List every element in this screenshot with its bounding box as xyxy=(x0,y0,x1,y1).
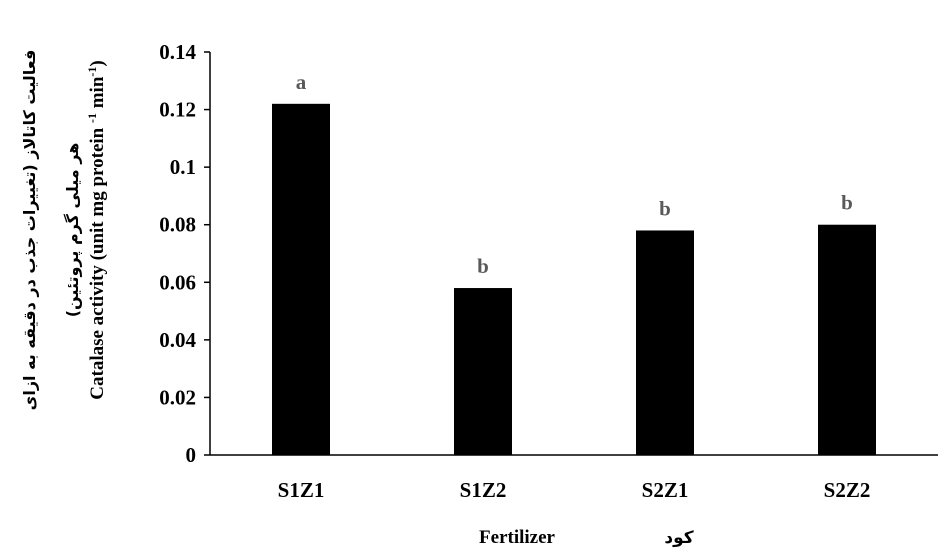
bar-s1z1 xyxy=(272,103,330,456)
data-labels-group: a b b b xyxy=(296,70,853,278)
y-axis-title-line2-group: هر میلی گرم پروتئین) xyxy=(63,143,83,318)
y-axis-title-en-main: Catalase activity (unit mg protein xyxy=(87,123,108,400)
y-axis-title-fa-line1: فعالیت کاتالاز (تغییرات جذب در دقیقه به … xyxy=(20,50,39,411)
y-axis-title-en-group: Catalase activity (unit mg protein -1 mi… xyxy=(85,60,108,399)
x-axis-ticks: S1Z1 S1Z2 S2Z1 S2Z2 xyxy=(278,478,871,502)
y-axis-title-en-sup2: -1 xyxy=(85,67,99,77)
y-tick-label: 0.12 xyxy=(159,98,196,122)
x-axis-title-fa: کود xyxy=(664,528,693,548)
bars-group xyxy=(272,103,876,456)
y-tick-label: 0 xyxy=(186,443,197,467)
y-tick-label: 0.02 xyxy=(159,385,196,409)
y-axis-title-en: Catalase activity (unit mg protein -1 mi… xyxy=(85,60,108,399)
data-label: b xyxy=(841,191,853,215)
x-tick-label: S2Z1 xyxy=(642,478,689,502)
y-tick-label: 0.1 xyxy=(170,155,196,179)
y-tick-label: 0.06 xyxy=(159,270,196,294)
bar-s2z2 xyxy=(818,224,876,455)
x-axis-title-en: Fertilizer xyxy=(479,527,556,548)
y-axis-ticks: 0 0.02 0.04 0.06 0.08 0.1 0.12 0.14 xyxy=(159,40,210,467)
x-tick-label: S1Z1 xyxy=(278,478,325,502)
y-axis-title-en-end: ) xyxy=(87,60,108,66)
bar-s2z1 xyxy=(636,230,694,455)
x-tick-label: S2Z2 xyxy=(824,478,871,502)
y-tick-label: 0.04 xyxy=(159,328,196,352)
y-axis-title-en-mid: min xyxy=(87,76,108,113)
y-tick-label: 0.14 xyxy=(159,40,196,64)
data-label: a xyxy=(296,70,307,94)
y-axis-title-fa-line2: هر میلی گرم پروتئین) xyxy=(63,143,83,318)
x-tick-label: S1Z2 xyxy=(460,478,507,502)
data-label: b xyxy=(477,254,489,278)
y-axis-title-en-sup1: -1 xyxy=(85,113,99,123)
y-tick-label: 0.08 xyxy=(159,213,196,237)
y-axis-title: فعالیت کاتالاز (تغییرات جذب در دقیقه به … xyxy=(20,50,39,411)
bar-s1z2 xyxy=(454,288,512,455)
data-label: b xyxy=(659,196,671,220)
